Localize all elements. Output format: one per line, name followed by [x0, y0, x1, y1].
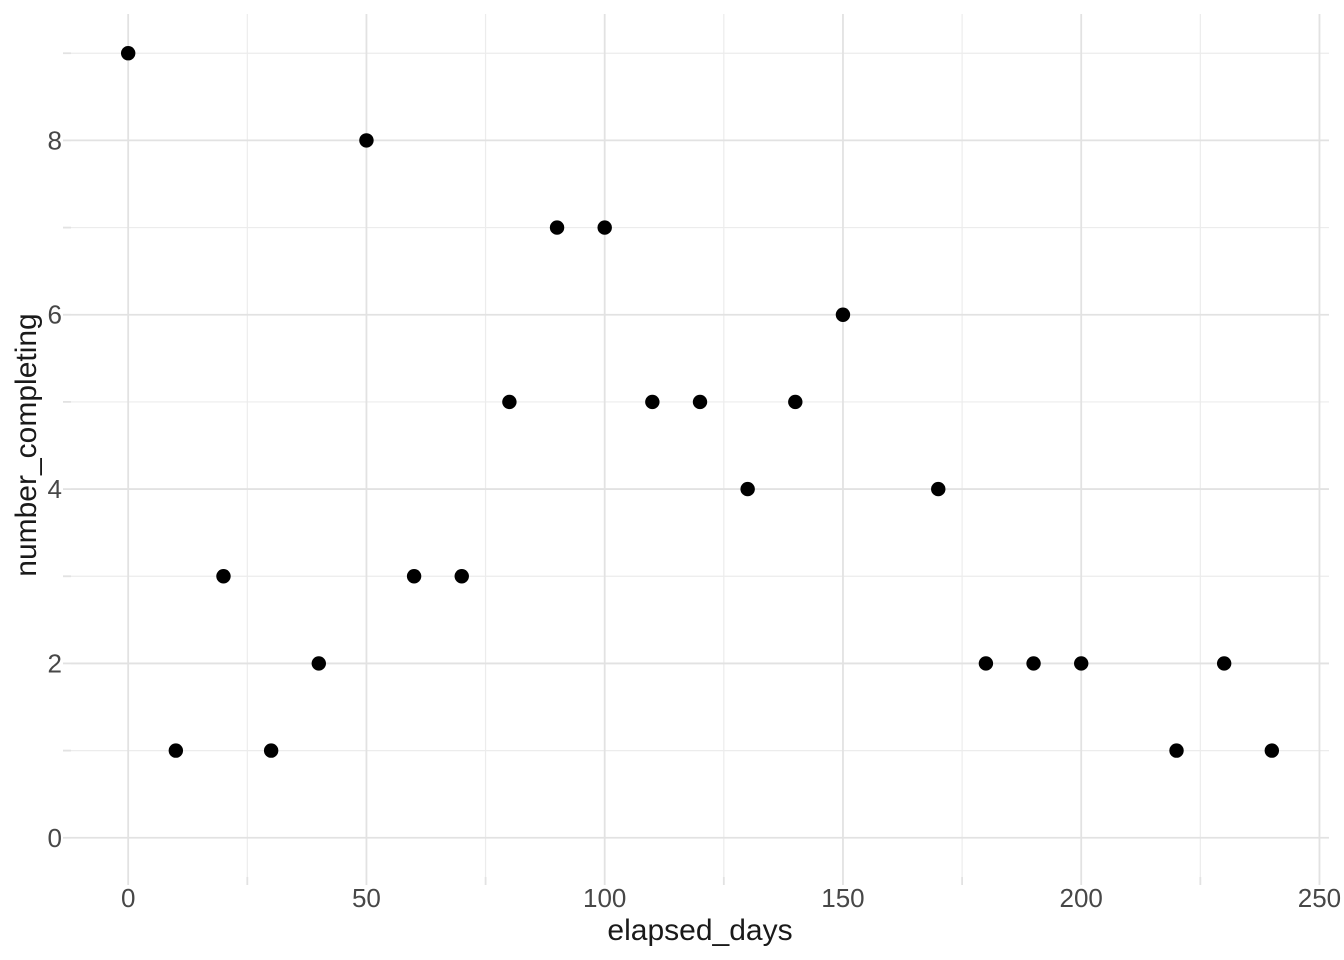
y-tick-label: 2	[48, 648, 62, 678]
data-point	[311, 656, 326, 671]
data-point	[406, 569, 422, 584]
minor-gridlines	[71, 14, 1329, 877]
x-axis-title: elapsed_days	[607, 914, 792, 947]
data-point	[502, 394, 517, 410]
x-tick-label: 0	[121, 883, 135, 913]
y-tick-label: 8	[48, 125, 62, 155]
data-point	[1074, 656, 1089, 671]
data-point	[931, 481, 946, 497]
y-axis-title: number_completing	[10, 313, 43, 576]
x-tick-label: 150	[821, 883, 864, 913]
data-point	[120, 46, 136, 61]
major-gridlines	[71, 14, 1329, 877]
data-point	[692, 394, 708, 410]
data-point	[835, 307, 851, 322]
y-tick-label: 6	[48, 300, 62, 330]
x-axis-tick-labels: 0 50 100 150 200 250	[121, 883, 1341, 913]
data-point	[359, 133, 374, 148]
data-point	[1026, 656, 1041, 671]
x-tick-label: 100	[583, 883, 626, 913]
x-tick-label: 200	[1060, 883, 1103, 913]
data-point	[645, 394, 660, 410]
data-point	[1216, 656, 1232, 671]
data-point	[788, 394, 803, 410]
data-point	[168, 743, 184, 758]
y-axis-tick-labels: 0 2 4 6 8	[48, 125, 62, 852]
data-point	[263, 743, 279, 758]
x-tick-label: 250	[1298, 883, 1341, 913]
data-point	[978, 656, 994, 671]
data-point	[216, 569, 231, 584]
axis-ticks	[63, 52, 1321, 885]
data-point	[1169, 743, 1184, 758]
data-point	[549, 220, 565, 235]
y-tick-label: 4	[48, 474, 62, 504]
data-point	[740, 481, 755, 497]
y-tick-label: 0	[48, 823, 62, 853]
data-points-layer	[120, 46, 1280, 758]
data-point	[1264, 743, 1280, 758]
data-point	[454, 569, 469, 584]
x-tick-label: 50	[352, 883, 381, 913]
data-point	[597, 220, 612, 235]
